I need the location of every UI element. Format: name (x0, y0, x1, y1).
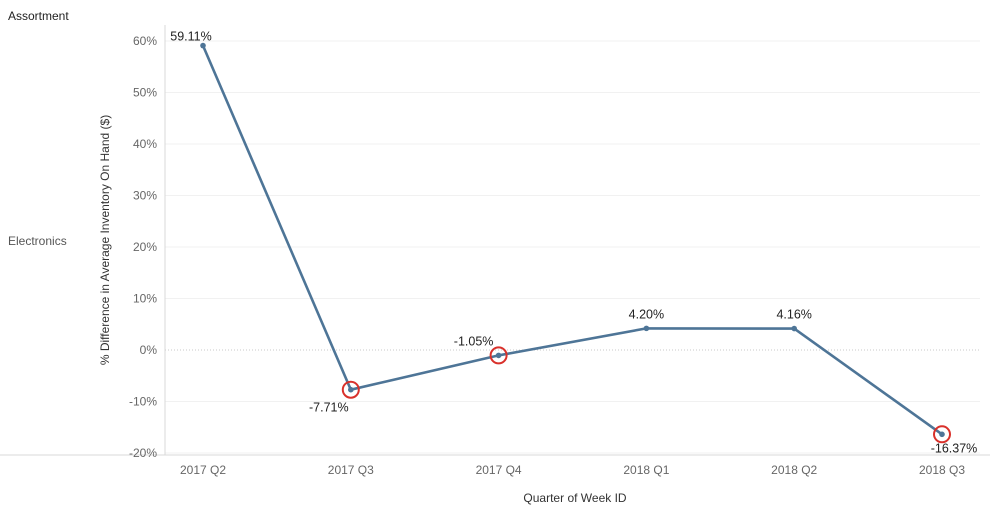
highlight-circle (489, 346, 508, 365)
data-point (495, 352, 502, 359)
y-tick-label: 20% (133, 240, 157, 254)
x-tick-label: 2018 Q3 (919, 463, 965, 477)
data-point (939, 431, 945, 438)
y-tick-label: -10% (129, 395, 157, 409)
plot-area: 60% 50% 40% 30% 20% 10% 0% -10% -20% 2017 Q2 2017 … (0, 25, 990, 477)
y-tick-label: 60% (133, 34, 157, 48)
data-label: 4.16% (776, 308, 811, 322)
y-tick-label: 50% (133, 86, 157, 100)
data-point (643, 325, 650, 332)
y-tick-label: 30% (133, 189, 157, 203)
row-dimension-header: Assortment (8, 9, 69, 23)
data-label: -16.37% (931, 441, 978, 455)
x-tick-label: 2017 Q2 (180, 463, 226, 477)
data-point (791, 325, 797, 332)
x-tick-label: 2017 Q3 (328, 463, 374, 477)
highlight-circle (341, 380, 360, 399)
y-tick-label: 40% (133, 137, 157, 151)
x-tick-label: 2017 Q4 (476, 463, 522, 477)
y-tick-label: 0% (140, 343, 158, 357)
x-tick-label: 2018 Q1 (623, 463, 669, 477)
data-label: -7.71% (309, 401, 349, 415)
x-tick-label: 2018 Q2 (771, 463, 817, 477)
data-point (348, 386, 354, 393)
data-label: -1.05% (454, 334, 494, 348)
data-label: 59.11% (170, 30, 211, 44)
series-line (201, 44, 944, 436)
y-axis-title: % Difference in Average Inventory On Han… (98, 115, 112, 365)
highlight-circle (933, 425, 951, 444)
x-axis-title: Quarter of Week ID (523, 491, 626, 505)
y-tick-label: -20% (129, 446, 157, 460)
row-label-electronics: Electronics (8, 234, 67, 248)
data-point (200, 42, 206, 49)
data-label: 4.20% (629, 307, 664, 321)
y-tick-label: 10% (133, 292, 157, 306)
